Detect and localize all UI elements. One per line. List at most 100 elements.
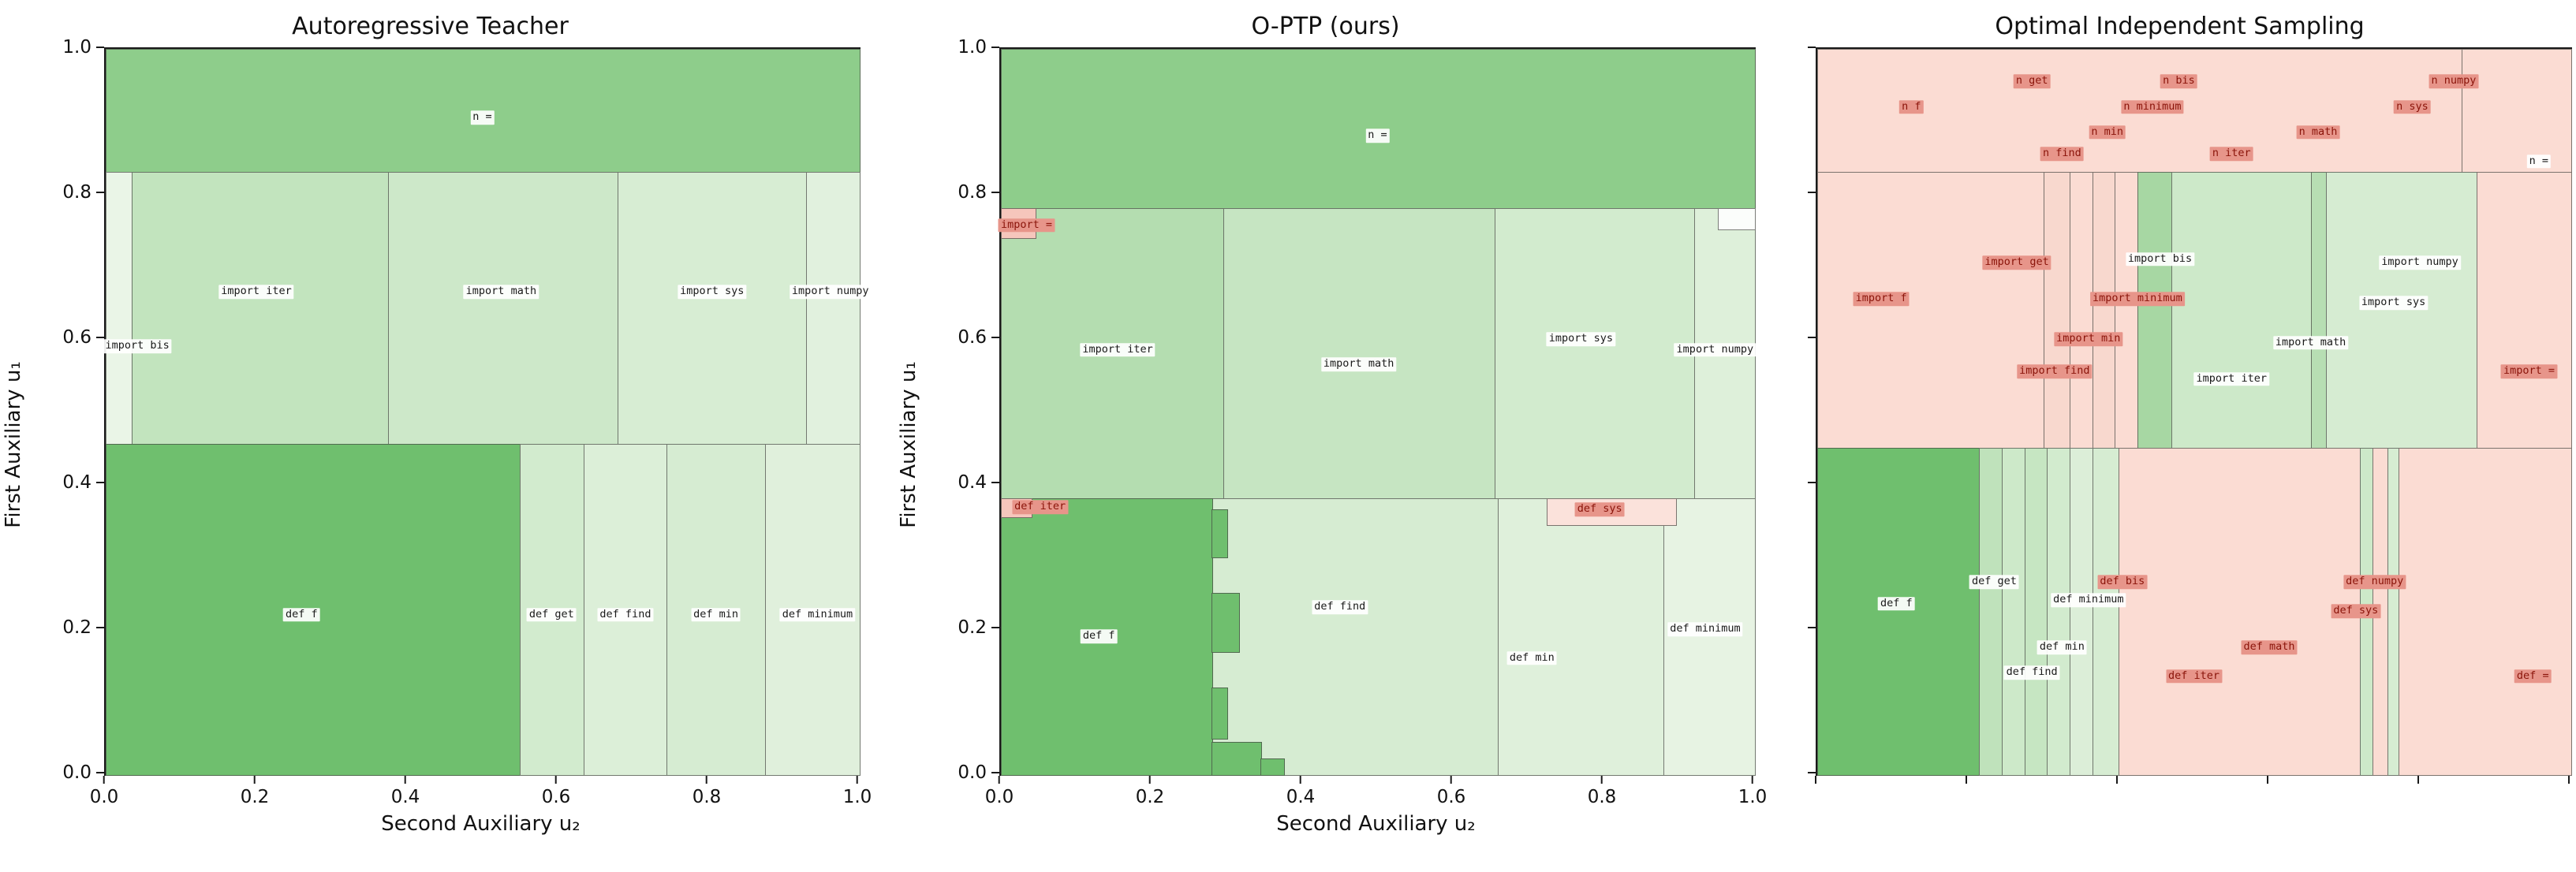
region-import-sys [618, 172, 808, 446]
region-def-strip [2001, 448, 2026, 776]
plot-area-optimal-independent-sampling: n get n bis n numpy n f n minimum n sys n min n… [1816, 47, 2572, 776]
token-label-n-find: n find [2040, 147, 2084, 162]
figure: Autoregressive Teacher First Auxiliary u… [0, 11, 2572, 842]
panel-title-autoregressive-teacher: Autoregressive Teacher [292, 13, 569, 40]
region-import-sys-numpy [2325, 172, 2478, 449]
tick-mark [991, 47, 999, 48]
tick-label: 0.4 [390, 787, 420, 807]
token-label-def-find: def find [2003, 665, 2060, 680]
region-def-strip [2024, 448, 2049, 776]
tick-mark [1808, 482, 1816, 483]
token-label-def-numpy: def numpy [2343, 575, 2406, 589]
tick-mark [96, 47, 104, 48]
token-label-n-f: n f [1899, 99, 1924, 114]
region-def-find [1211, 498, 1500, 776]
token-label-n-math: n math [2296, 125, 2340, 140]
tick-mark [2568, 776, 2570, 784]
tick-mark [253, 776, 256, 784]
tick-mark [1808, 47, 1816, 48]
token-label-import-iter: import iter [1080, 343, 1155, 357]
token-label-def-f: def f [1080, 629, 1118, 643]
panel-optimal-independent-sampling: Optimal Independent Sampling n get n bis n… [1787, 11, 2572, 812]
region-import-math [1223, 208, 1496, 501]
tick-mark [1148, 776, 1151, 784]
token-label-def-min: def min [691, 607, 741, 622]
region-import-strip [2069, 172, 2094, 449]
token-label-import-iter: import iter [2193, 371, 2269, 386]
token-label-import-min: import min [2054, 332, 2123, 346]
token-label-import-bis: import bis [2125, 252, 2195, 266]
region-def-strip [2092, 448, 2120, 776]
region-import-bis [106, 172, 134, 446]
token-label-def-f: def f [282, 607, 320, 622]
y-tick-0-4 [1808, 482, 1816, 483]
panel-body: n get n bis n numpy n f n minimum n sys n min n… [1787, 47, 2572, 812]
token-label-n-get: n get [2013, 74, 2051, 89]
token-label-def-sys: def sys [2331, 604, 2381, 618]
plot-column: n = import = import iter import math import … [985, 47, 1767, 842]
token-label-def-f: def f [1877, 597, 1915, 611]
tick-label: 0.6 [958, 327, 987, 348]
y-tick-0-8: 0.8 [958, 182, 999, 203]
tick-label: 0.2 [240, 787, 270, 807]
token-label-def-min: def min [1506, 651, 1557, 665]
region-def-strip [2047, 448, 2071, 776]
tick-label: 0.8 [1587, 787, 1617, 807]
token-label-import-find: import find [2017, 364, 2093, 379]
token-label-n-minimum: n minimum [2121, 99, 2184, 114]
x-axis-ticks [1815, 776, 2570, 812]
token-label-def-bis: def bis [2097, 575, 2148, 589]
region-def-f [1211, 741, 1263, 776]
token-label-import-bis: import bis [103, 339, 172, 353]
region-blank [1718, 208, 1756, 231]
tick-mark [96, 337, 104, 338]
token-label-import-minimum: import minimum [2089, 292, 2185, 307]
y-tick-0-2 [1808, 627, 1816, 628]
region-def-f [1211, 593, 1240, 653]
tick-mark [2417, 776, 2419, 784]
y-axis-gutter: First Auxiliary u₁ 0.0 0.2 0.4 0.6 0.8 1.0 [0, 37, 104, 842]
region-import-sys [1494, 208, 1696, 501]
region-def-strip [2069, 448, 2094, 776]
region-def-f [1211, 509, 1229, 558]
y-tick-0-2: 0.2 [958, 617, 999, 638]
tick-label: 0.0 [958, 762, 987, 783]
panel-title-optp-ours: O-PTP (ours) [1251, 13, 1400, 40]
tick-mark [2267, 776, 2268, 784]
tick-mark [705, 776, 707, 784]
region-import-iter-math [2171, 172, 2313, 449]
x-tick-0-2: 0.2 [240, 776, 270, 807]
tick-mark [1815, 776, 1816, 784]
x-tick-1-0 [2568, 776, 2570, 784]
token-label-def-minimum: def minimum [779, 607, 856, 622]
tick-mark [998, 776, 1000, 784]
tick-mark [554, 776, 557, 784]
y-axis-gutter: First Auxiliary u₁ 0.0 0.2 0.4 0.6 0.8 1.0 [895, 37, 999, 842]
token-label-n: n = [2526, 154, 2552, 169]
y-tick-0-6: 0.6 [958, 327, 999, 348]
tick-label: 1.0 [1738, 787, 1768, 807]
token-label-def-sys: def sys [1574, 502, 1625, 516]
region-import-green-strip [2310, 172, 2328, 449]
y-tick-0-8: 0.8 [62, 182, 104, 203]
x-tick-0-8 [2417, 776, 2419, 784]
token-label-n: n = [470, 110, 495, 125]
tick-label: 1.0 [958, 37, 987, 58]
region-import-green-strip [2137, 172, 2173, 449]
tick-mark [1808, 627, 1816, 628]
tick-mark [96, 772, 104, 773]
region-def-f [1260, 758, 1286, 776]
panel-body: First Auxiliary u₁ 0.0 0.2 0.4 0.6 0.8 1.0 n … [895, 37, 1767, 842]
y-tick-1-0: 1.0 [958, 37, 999, 58]
region-import-numpy [806, 172, 861, 446]
tick-mark [1299, 776, 1301, 784]
tick-mark [856, 776, 858, 784]
tick-mark [103, 776, 105, 784]
tick-mark [96, 192, 104, 193]
tick-mark [991, 627, 999, 628]
panel-title-optimal-independent-sampling: Optimal Independent Sampling [1995, 13, 2365, 40]
tick-mark [1808, 337, 1816, 338]
token-label-n-iter: n iter [2209, 147, 2253, 162]
tick-mark [1751, 776, 1753, 784]
token-label-def-get: def get [1969, 575, 2019, 589]
